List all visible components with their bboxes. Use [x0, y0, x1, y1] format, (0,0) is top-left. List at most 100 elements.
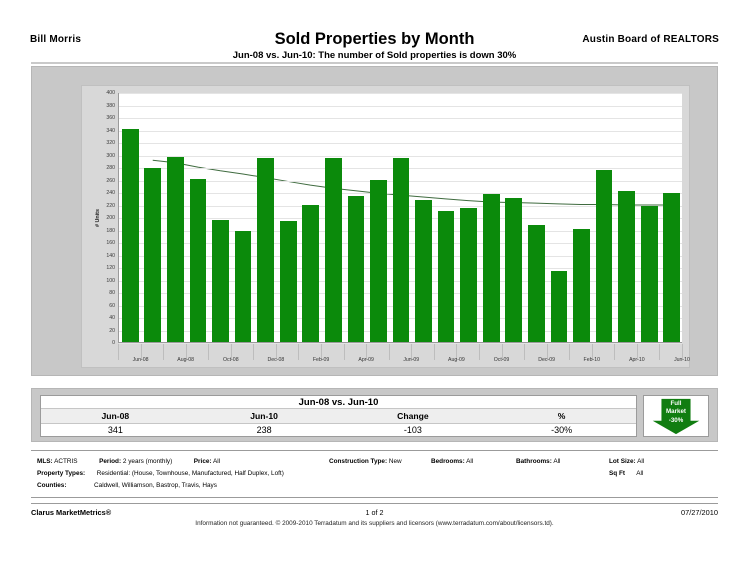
x-axis-tick-label: Jun-08	[132, 357, 149, 363]
footer-page: 1 of 2	[365, 508, 384, 517]
y-axis-tick-label: 160	[106, 240, 115, 246]
summary-header-cell: %	[557, 411, 566, 421]
criteria-bedrooms: Bedrooms: All	[431, 458, 473, 465]
x-axis-separator	[388, 344, 390, 360]
criteria-row-2: Property Types: Residential: (House, Tow…	[37, 470, 284, 477]
x-axis-separator	[569, 344, 571, 360]
x-axis-tick-label: Jun-09	[403, 357, 420, 363]
x-axis-tick-label: Oct-08	[223, 357, 239, 363]
bar	[370, 180, 387, 342]
sqft-value: All	[636, 470, 644, 477]
price-value: All	[213, 458, 221, 465]
criteria-row-3: Counties: Caldwell, Williamson, Bastrop,…	[37, 482, 217, 489]
grid-line	[119, 130, 682, 132]
y-axis-tick-label: 120	[106, 265, 115, 271]
summary-value-row: 341 238 -103 -30%	[41, 424, 636, 437]
criteria-block: MLS: ACTRIS Period: 2 years (monthly) Pr…	[31, 450, 718, 498]
bar	[302, 204, 320, 342]
x-axis-separator	[636, 344, 638, 360]
y-axis-tick-label: 280	[106, 165, 115, 171]
y-axis-tick-label: 0	[112, 340, 115, 346]
bar	[324, 157, 342, 342]
bar	[392, 157, 410, 342]
trend-line	[152, 159, 671, 206]
bedrooms-value: All	[466, 458, 474, 465]
bar	[528, 224, 545, 342]
x-axis-separator	[659, 344, 661, 360]
criteria-construction: Construction Type: New	[329, 458, 402, 465]
x-axis-separator	[411, 344, 413, 360]
x-axis-tick-label: Aug-09	[448, 357, 465, 363]
y-axis-tick-label: 360	[106, 115, 115, 121]
y-axis-tick-label: 100	[106, 277, 115, 284]
x-axis-tick-label: Apr-09	[358, 357, 374, 363]
x-axis-separator	[343, 344, 345, 360]
x-axis-separator	[275, 344, 277, 360]
counties-label: Counties:	[37, 482, 67, 489]
y-axis-tick-label: 40	[109, 315, 115, 321]
mls-value: ACTRIS	[54, 458, 78, 465]
x-axis-separator	[366, 344, 368, 360]
x-axis-tick-label: Jun-10	[674, 357, 690, 363]
bar	[550, 270, 568, 342]
bathrooms-value: All	[553, 458, 561, 465]
x-axis-separator	[140, 344, 142, 360]
summary-value-cell: -30%	[551, 425, 573, 435]
summary-header-cell: Jun-08	[101, 411, 130, 421]
summary-table: Jun-08 vs. Jun-10 Jun-08 Jun-10 Change% 34…	[40, 395, 637, 437]
x-axis-separator	[456, 344, 458, 360]
x-axis: Jun-08 Aug-08 Oct-08 Dec-08 Feb-09 Apr-09 Jun-…	[118, 344, 690, 366]
x-axis-separator	[614, 344, 616, 360]
footer-date: 07/27/2010	[681, 508, 718, 517]
y-axis-tick-label: 60	[109, 302, 115, 309]
grid-line	[119, 93, 682, 94]
bar	[234, 230, 252, 342]
x-axis-tick-label: Oct-09	[493, 357, 510, 363]
x-axis-tick-label: Dec-09	[538, 357, 555, 363]
x-axis-separator	[208, 344, 210, 360]
construction-value: New	[388, 458, 402, 465]
plot-area: # Units 0 20 40 60 80 100 120 140 160 180 200 220 24…	[95, 90, 682, 346]
y-axis-tick-label: 380	[106, 102, 115, 109]
grid-line	[119, 105, 682, 107]
x-axis-separator	[118, 344, 119, 360]
y-axis-tick-label: 80	[109, 290, 115, 296]
report-title: Sold Properties by Month	[274, 30, 475, 48]
criteria-bathrooms: Bathrooms: All	[516, 458, 560, 465]
bar	[415, 200, 432, 342]
x-axis-separator	[433, 344, 435, 360]
y-axis-tick-label: 220	[106, 202, 115, 209]
y-axis-tick-label: 320	[106, 140, 115, 146]
report-subtitle: Jun-08 vs. Jun-10: The number of Sold pr…	[232, 50, 517, 61]
y-axis-tick-label: 260	[106, 177, 115, 184]
property-types-label: Property Types:	[37, 470, 86, 477]
bar	[482, 193, 500, 342]
x-axis-tick-label: Feb-09	[312, 357, 330, 363]
bar	[595, 169, 613, 342]
summary-header-row: Jun-08 Jun-10 Change%	[41, 409, 636, 424]
bar	[347, 195, 365, 342]
bar	[460, 207, 478, 342]
bar	[189, 178, 207, 342]
bar	[640, 206, 658, 342]
construction-label: Construction Type:	[329, 458, 388, 465]
x-axis-separator	[591, 344, 593, 360]
y-axis-tick-label: 200	[106, 215, 115, 221]
bar	[437, 211, 455, 342]
summary-header-cell: Jun-10	[250, 411, 278, 421]
sqft-label: Sq Ft	[609, 470, 625, 477]
x-axis-separator	[501, 344, 503, 360]
bathrooms-label: Bathrooms:	[516, 458, 552, 465]
y-axis-title: # Units	[94, 208, 101, 227]
bar	[121, 128, 139, 342]
grid-line	[119, 143, 682, 144]
period-label: Period:	[99, 458, 122, 465]
summary-value-cell: 341	[107, 425, 123, 435]
grid-line	[119, 118, 682, 119]
bar	[167, 157, 184, 342]
x-axis-tick-label: Feb-10	[583, 357, 600, 363]
x-axis-separator	[546, 344, 548, 360]
x-axis-separator	[298, 344, 300, 360]
down-arrow-icon	[652, 398, 700, 435]
